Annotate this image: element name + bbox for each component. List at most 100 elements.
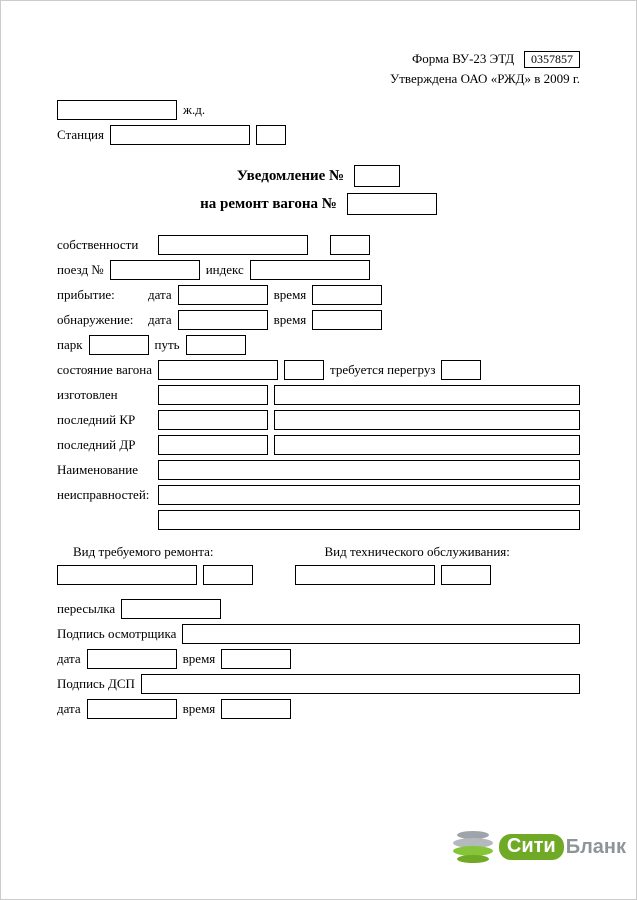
form-header: Форма ВУ-23 ЭТД 0357857 Утверждена ОАО «… (57, 49, 580, 88)
ownership-row: собственности (57, 235, 580, 255)
notice-number-input[interactable] (354, 165, 400, 187)
arrival-row: прибытие: дата время (57, 285, 580, 305)
form-page: Форма ВУ-23 ЭТД 0357857 Утверждена ОАО «… (0, 0, 637, 900)
last-dr-label: последний ДР (57, 437, 152, 453)
defects-row-2 (57, 510, 580, 530)
dsp-time-input[interactable] (221, 699, 291, 719)
train-row: поезд № индекс (57, 260, 580, 280)
last-dr-row: последний ДР (57, 435, 580, 455)
index-input[interactable] (250, 260, 370, 280)
repair-maint-row (57, 565, 580, 585)
title-block: Уведомление № на ремонт вагона № (57, 165, 580, 215)
detection-time-label: время (274, 312, 307, 328)
inspector-time-label: время (183, 651, 216, 667)
detection-time-input[interactable] (312, 310, 382, 330)
train-label: поезд № (57, 262, 104, 278)
ownership-input[interactable] (158, 235, 308, 255)
approved-text: Утверждена ОАО «РЖД» в 2009 г. (390, 71, 580, 86)
dsp-date-label: дата (57, 701, 81, 717)
last-dr-input-1[interactable] (158, 435, 268, 455)
defects-row: неисправностей: (57, 485, 580, 505)
repair-type-label: Вид требуемого ремонта: (73, 544, 213, 559)
form-code-box: 0357857 (524, 51, 580, 68)
manufactured-label: изготовлен (57, 387, 152, 403)
defects-label: неисправностей: (57, 487, 152, 503)
track-label: путь (155, 337, 180, 353)
arrival-time-input[interactable] (312, 285, 382, 305)
inspector-sign-row: Подпись осмотрщика (57, 624, 580, 644)
arrival-date-input[interactable] (178, 285, 268, 305)
form-label: Форма ВУ-23 ЭТД (412, 51, 514, 66)
manufactured-row: изготовлен (57, 385, 580, 405)
manufactured-input-1[interactable] (158, 385, 268, 405)
watermark-pill: Сити (499, 834, 564, 860)
repair-maint-labels: Вид требуемого ремонта: Вид технического… (57, 544, 580, 560)
wagon-state-label: состояние вагона (57, 362, 152, 378)
last-kr-input-2[interactable] (274, 410, 580, 430)
title-line2: на ремонт вагона № (200, 196, 337, 213)
title-line1: Уведомление № (237, 168, 344, 185)
needs-reload-label: требуется перегруз (330, 362, 435, 378)
defect-name-label: Наименование (57, 462, 152, 478)
wagon-number-input[interactable] (347, 193, 437, 215)
ownership-label: собственности (57, 237, 152, 253)
last-kr-input-1[interactable] (158, 410, 268, 430)
defect-name-input[interactable] (158, 460, 580, 480)
arrival-time-label: время (274, 287, 307, 303)
station-label: Станция (57, 127, 104, 143)
station-code-input[interactable] (256, 125, 286, 145)
wagon-state-code-input[interactable] (284, 360, 324, 380)
railway-input[interactable] (57, 100, 177, 120)
park-label: парк (57, 337, 83, 353)
wagon-state-input[interactable] (158, 360, 278, 380)
wagon-state-row: состояние вагона требуется перегруз (57, 360, 580, 380)
arrival-label: прибытие: (57, 287, 142, 303)
railway-row: ж.д. (57, 100, 580, 120)
maint-type-code-input[interactable] (441, 565, 491, 585)
detection-date-input[interactable] (178, 310, 268, 330)
ownership-code-input[interactable] (330, 235, 370, 255)
manufactured-input-2[interactable] (274, 385, 580, 405)
inspector-sign-input[interactable] (182, 624, 580, 644)
watermark-text: Сити Бланк (499, 834, 626, 860)
forwarding-label: пересылка (57, 601, 115, 617)
dsp-sign-input[interactable] (141, 674, 580, 694)
logo-icon (451, 825, 495, 869)
detection-row: обнаружение: дата время (57, 310, 580, 330)
inspector-time-input[interactable] (221, 649, 291, 669)
railway-suffix: ж.д. (183, 102, 205, 118)
station-row: Станция (57, 125, 580, 145)
detection-label: обнаружение: (57, 312, 142, 328)
watermark-logo: Сити Бланк (451, 825, 626, 869)
inspector-date-label: дата (57, 651, 81, 667)
defect-name-row: Наименование (57, 460, 580, 480)
maint-type-input[interactable] (295, 565, 435, 585)
watermark-rest: Бланк (566, 836, 626, 859)
last-kr-row: последний КР (57, 410, 580, 430)
park-row: парк путь (57, 335, 580, 355)
inspector-date-input[interactable] (87, 649, 177, 669)
maint-type-label: Вид технического обслуживания: (325, 544, 510, 559)
dsp-sign-label: Подпись ДСП (57, 676, 135, 692)
inspector-sign-label: Подпись осмотрщика (57, 626, 176, 642)
dsp-sign-row: Подпись ДСП (57, 674, 580, 694)
index-label: индекс (206, 262, 244, 278)
inspector-date-row: дата время (57, 649, 580, 669)
forwarding-row: пересылка (57, 599, 580, 619)
defects-input-2[interactable] (158, 510, 580, 530)
repair-type-code-input[interactable] (203, 565, 253, 585)
detection-date-label: дата (148, 312, 172, 328)
dsp-date-row: дата время (57, 699, 580, 719)
dsp-date-input[interactable] (87, 699, 177, 719)
station-input[interactable] (110, 125, 250, 145)
defects-input-1[interactable] (158, 485, 580, 505)
park-input[interactable] (89, 335, 149, 355)
dsp-time-label: время (183, 701, 216, 717)
forwarding-input[interactable] (121, 599, 221, 619)
track-input[interactable] (186, 335, 246, 355)
needs-reload-input[interactable] (441, 360, 481, 380)
repair-type-input[interactable] (57, 565, 197, 585)
train-number-input[interactable] (110, 260, 200, 280)
last-kr-label: последний КР (57, 412, 152, 428)
last-dr-input-2[interactable] (274, 435, 580, 455)
